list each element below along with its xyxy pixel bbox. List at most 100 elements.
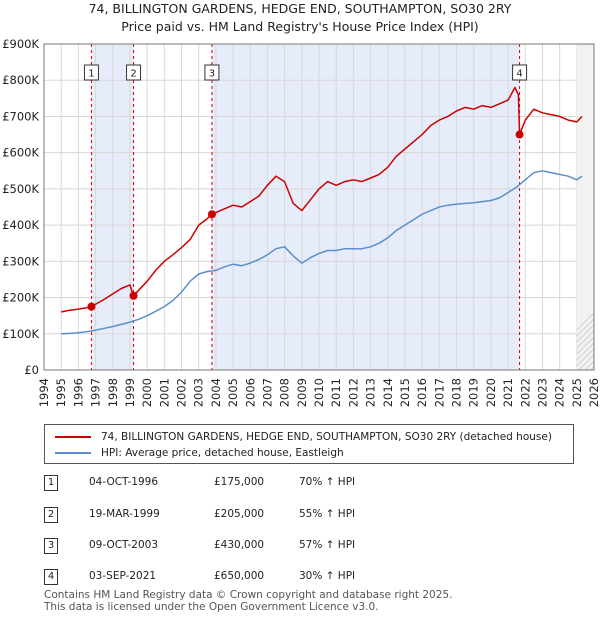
y-tick-label: £800K	[2, 73, 39, 87]
x-tick-label: 2011	[329, 378, 343, 407]
x-tick-label: 1998	[106, 378, 120, 407]
x-tick-label: 2004	[209, 378, 223, 407]
sale-price: £175,000	[214, 476, 265, 488]
sale-labels: 1 2 3 4	[83, 64, 528, 81]
ownership-period	[211, 44, 520, 370]
x-tick-label: 2014	[381, 378, 395, 407]
y-tick-label: £100K	[2, 327, 39, 341]
y-tick-label: £500K	[2, 182, 39, 196]
x-tick-label: 2010	[312, 378, 326, 407]
x-tick-label: 2002	[175, 378, 189, 407]
sale-lines	[90, 44, 521, 370]
y-tick-label: £200K	[2, 291, 39, 305]
hpi-series-line	[61, 170, 583, 335]
sale-point-4	[515, 130, 524, 139]
legend-item-hpi: HPI: Average price, detached house, East…	[55, 445, 344, 461]
sale-hpi: 57% ↑ HPI	[299, 539, 356, 551]
sale-row-1: 1 04-OCT-1996 £175,000 70% ↑ HPI	[44, 475, 574, 492]
footer-line-2: This data is licensed under the Open Gov…	[44, 601, 379, 613]
x-tick-label: 2024	[553, 378, 567, 407]
sale-label-box-2	[126, 64, 142, 81]
sale-label-3: 3	[209, 69, 215, 80]
x-tick-label: 2018	[450, 378, 464, 407]
sale-date: 03-SEP-2021	[89, 570, 157, 582]
x-tick-label: 2000	[140, 378, 154, 407]
x-tick-label: 2009	[295, 378, 309, 407]
y-tick-label: £700K	[2, 109, 39, 123]
x-tick-label: 2007	[260, 378, 274, 407]
sale-row-2: 2 19-MAR-1999 £205,000 55% ↑ HPI	[44, 507, 574, 524]
y-tick-label: £600K	[2, 146, 39, 160]
x-tick-label: 1997	[89, 378, 103, 407]
x-tick-label: 2003	[192, 378, 206, 407]
x-tick-label: 2022	[518, 378, 532, 407]
sale-points	[87, 130, 524, 311]
forecast-region	[576, 44, 594, 370]
legend-label-hpi: HPI: Average price, detached house, East…	[101, 447, 344, 459]
sale-hpi: 30% ↑ HPI	[299, 570, 356, 582]
legend-swatch-property	[55, 436, 91, 438]
y-axis-ticks: £0 £100K £200K £300K £400K £500K £600K £700K £80…	[2, 37, 39, 377]
sale-hpi: 55% ↑ HPI	[299, 508, 356, 520]
forecast-area	[576, 44, 594, 370]
x-tick-label: 2016	[415, 378, 429, 407]
y-tick-label: £400K	[2, 218, 39, 232]
forecast-hatch	[576, 312, 594, 331]
x-tick-label: 1999	[123, 378, 137, 407]
sale-row-3: 3 09-OCT-2003 £430,000 57% ↑ HPI	[44, 538, 574, 555]
x-axis-ticks: 1994 1995 1996 1997 1998 1999 2000 2001 2002 2003…	[37, 378, 600, 407]
sale-price: £205,000	[214, 508, 265, 520]
sale-date: 19-MAR-1999	[89, 508, 160, 520]
sale-point-1	[87, 302, 96, 311]
sale-price: £430,000	[214, 539, 265, 551]
x-tick-label: 2025	[570, 378, 584, 407]
legend: 74, BILLINGTON GARDENS, HEDGE END, SOUTH…	[44, 424, 574, 464]
sale-hpi: 70% ↑ HPI	[299, 476, 356, 488]
sale-badge: 2	[44, 507, 58, 523]
series-lines	[61, 86, 583, 335]
x-tick-label: 2021	[501, 378, 515, 407]
x-tick-label: 2006	[243, 378, 257, 407]
legend-label-property: 74, BILLINGTON GARDENS, HEDGE END, SOUTH…	[101, 431, 552, 443]
sale-point-3	[207, 210, 216, 219]
footer: Contains HM Land Registry data © Crown c…	[44, 589, 452, 613]
x-tick-label: 2013	[364, 378, 378, 407]
sale-label-box-3	[204, 64, 220, 81]
legend-item-property: 74, BILLINGTON GARDENS, HEDGE END, SOUTH…	[55, 429, 552, 445]
x-tick-label: 2023	[535, 378, 549, 407]
property-series-line	[61, 86, 583, 313]
ownership-shading	[91, 44, 520, 370]
sale-label-1: 1	[88, 69, 94, 80]
sale-badge: 3	[44, 538, 58, 554]
sale-price: £650,000	[214, 570, 265, 582]
sale-date: 09-OCT-2003	[89, 539, 158, 551]
sale-point-2	[129, 291, 138, 300]
chart-subtitle: Price paid vs. HM Land Registry's House …	[121, 19, 478, 34]
x-tick-label: 2015	[398, 378, 412, 407]
sale-badge: 4	[44, 569, 58, 585]
sale-label-4: 4	[516, 69, 522, 80]
x-tick-label: 2026	[587, 378, 600, 407]
x-tick-label: 2008	[278, 378, 292, 407]
plot-frame	[43, 43, 595, 371]
x-tick-label: 2001	[157, 378, 171, 407]
x-tick-label: 2017	[432, 378, 446, 407]
sale-label-box-1	[83, 64, 99, 81]
y-tick-label: £0	[24, 363, 39, 377]
x-tick-label: 1994	[37, 378, 51, 407]
sale-label-box-4	[512, 64, 528, 81]
sale-row-4: 4 03-SEP-2021 £650,000 30% ↑ HPI	[44, 569, 574, 586]
x-tick-label: 1996	[71, 378, 85, 407]
x-tick-label: 1995	[54, 378, 68, 407]
x-tick-label: 2012	[346, 378, 360, 407]
x-tick-label: 2020	[484, 378, 498, 407]
x-tick-label: 2005	[226, 378, 240, 407]
sale-badge: 1	[44, 475, 58, 491]
legend-swatch-hpi	[55, 452, 91, 454]
y-tick-label: £900K	[2, 37, 39, 51]
y-tick-label: £300K	[2, 254, 39, 268]
sale-date: 04-OCT-1996	[89, 476, 158, 488]
price-chart: 74, BILLINGTON GARDENS, HEDGE END, SOUTH…	[2, 1, 600, 407]
sale-label-2: 2	[130, 69, 136, 80]
chart-title: 74, BILLINGTON GARDENS, HEDGE END, SOUTH…	[89, 1, 512, 16]
